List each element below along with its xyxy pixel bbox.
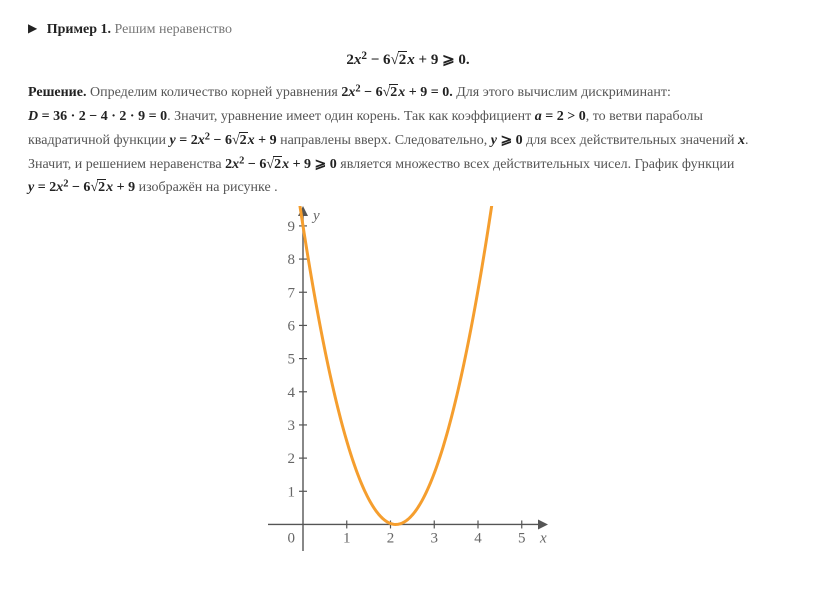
svg-text:y: y: [311, 208, 320, 224]
solution-label: Решение.: [28, 85, 86, 100]
svg-text:4: 4: [288, 385, 296, 401]
triangle-icon: ▶: [28, 18, 37, 38]
x-var: x: [738, 133, 745, 148]
text-3: . Значит, уравнение имеет один корень. Т…: [167, 109, 535, 124]
discriminant: D = 36 · 2 − 4 · 2 · 9 = 0: [28, 109, 167, 124]
svg-text:5: 5: [518, 531, 526, 547]
svg-text:1: 1: [288, 485, 296, 501]
svg-text:3: 3: [288, 418, 296, 434]
text-2: Для этого вычислим дискриминант:: [456, 85, 671, 100]
text-8: является множество всех действительных ч…: [340, 157, 734, 172]
svg-text:0: 0: [288, 531, 296, 547]
parabola-chart: 1 2 3 4 5 1 2 3 4 5 6 7 8 9 0 x y: [268, 206, 548, 551]
y-ge-0: y ⩾ 0: [491, 133, 523, 148]
svg-text:x: x: [539, 531, 547, 547]
svg-text:3: 3: [431, 531, 439, 547]
example-heading: ▶ Пример 1. Решим неравенство: [28, 18, 788, 42]
svg-text:5: 5: [288, 352, 296, 368]
svg-text:2: 2: [288, 451, 296, 467]
text-5: направлены вверх. Следовательно,: [280, 133, 491, 148]
inequality-2: 2x2 − 62x + 9 ⩾ 0: [225, 157, 337, 172]
text-6: для всех действительных значений: [526, 133, 738, 148]
parabola-figure: 1 2 3 4 5 1 2 3 4 5 6 7 8 9 0 x y: [28, 206, 788, 560]
svg-text:8: 8: [288, 252, 296, 268]
text-9: изображён на рисунке .: [139, 180, 278, 195]
display-inequality: 2x2 − 62x + 9 ⩾ 0.: [28, 48, 788, 74]
svg-text:1: 1: [343, 531, 351, 547]
example-task: Решим неравенство: [115, 22, 232, 37]
function-1: y = 2x2 − 62x + 9: [170, 133, 277, 148]
svg-text:2: 2: [387, 531, 395, 547]
function-2: y = 2x2 − 62x + 9: [28, 180, 135, 195]
svg-text:9: 9: [288, 219, 296, 235]
text-1: Определим количество корней уравнения: [90, 85, 341, 100]
example-label: Пример 1.: [47, 22, 111, 37]
coef-a: a = 2 > 0: [535, 109, 586, 124]
equation-1: 2x2 − 62x + 9 = 0.: [341, 85, 452, 100]
svg-text:4: 4: [474, 531, 482, 547]
svg-text:7: 7: [288, 286, 296, 302]
solution-text: Решение. Определим количество корней ура…: [28, 81, 788, 200]
svg-text:6: 6: [288, 319, 296, 335]
